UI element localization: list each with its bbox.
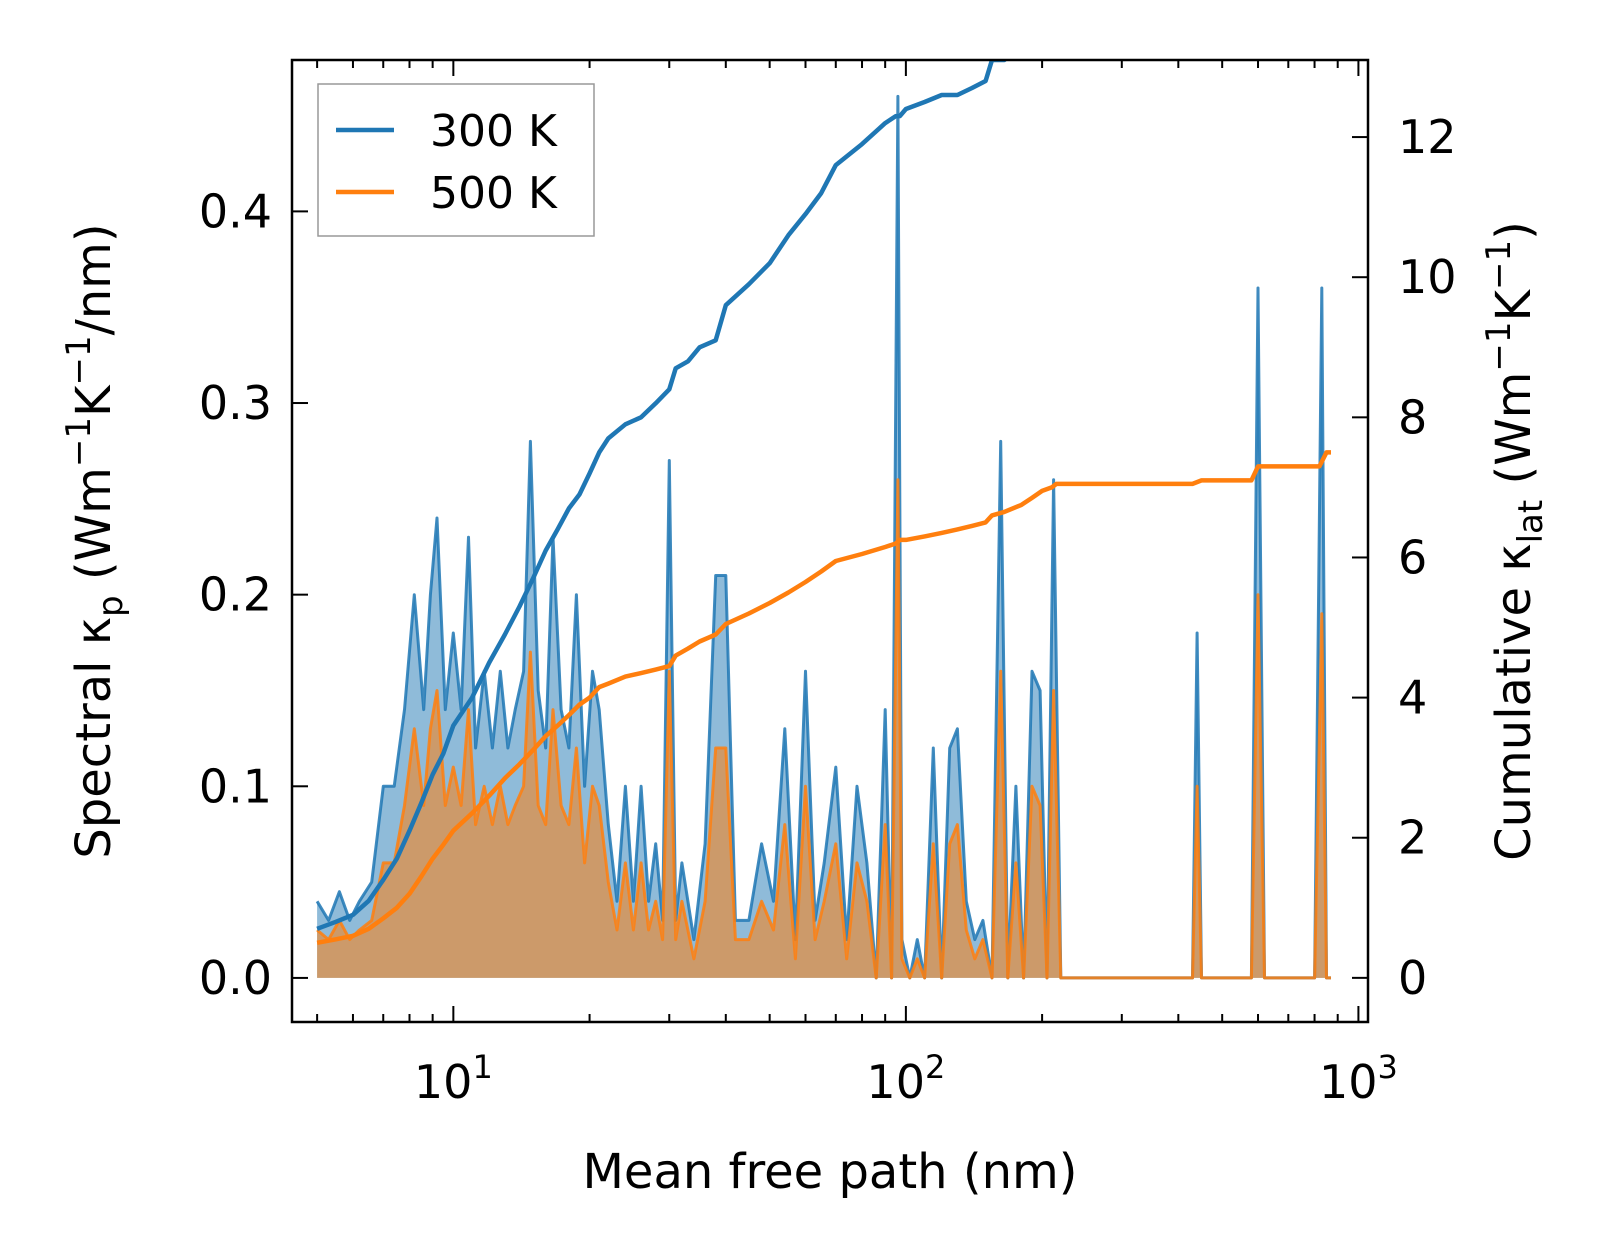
left-tick-label: 0.4: [199, 184, 272, 238]
legend-box: [317, 83, 595, 237]
plot-frame: [290, 58, 1370, 1024]
spectral-area-300k: [317, 96, 1332, 978]
right-tick-label: 8: [1398, 390, 1427, 444]
plot-layer: [315, 60, 1332, 980]
left-tick-label: 0.1: [199, 759, 272, 813]
cumulative-line-500k: [316, 450, 1331, 946]
legend-label-300k: 300 K: [430, 106, 558, 157]
right-tick-label: 12: [1398, 110, 1457, 164]
legend: 300 K 500 K: [317, 83, 595, 237]
spectral-line-500k: [316, 478, 1331, 980]
right-tick-label: 6: [1398, 530, 1427, 584]
plot-area: [315, 60, 1332, 980]
right-tick-label: 2: [1398, 811, 1427, 865]
left-tick-label: 0.2: [199, 568, 272, 622]
x-tick-label: 101: [414, 1048, 493, 1109]
right-tick-label: 0: [1398, 951, 1427, 1005]
spectral-area-500k: [317, 479, 1332, 978]
left-tick-label: 0.3: [199, 376, 272, 430]
cumulative-line-300k: [316, 60, 1008, 931]
x-tick-label: 103: [1319, 1048, 1398, 1109]
x-axis-label: Mean free path (nm): [583, 1144, 1078, 1200]
axes-layer: 101 102 103 0.0 0.1 0.2 0.3 0.4 0 2 4 6 8 10 12: [199, 58, 1457, 1109]
legend-label-500k: 500 K: [430, 168, 558, 219]
right-tick-label: 10: [1398, 250, 1457, 304]
axis-labels: Mean free path (nm) Spectral κp (Wm−1K−1/…: [59, 221, 1551, 1200]
right-axis-label: Cumulative κlat (Wm−1K−1): [1479, 221, 1551, 861]
x-tick-label: 102: [866, 1048, 945, 1109]
left-axis-label: Spectral κp (Wm−1K−1/nm): [59, 223, 131, 858]
left-tick-label: 0.0: [199, 951, 272, 1005]
right-tick-label: 4: [1398, 671, 1427, 725]
